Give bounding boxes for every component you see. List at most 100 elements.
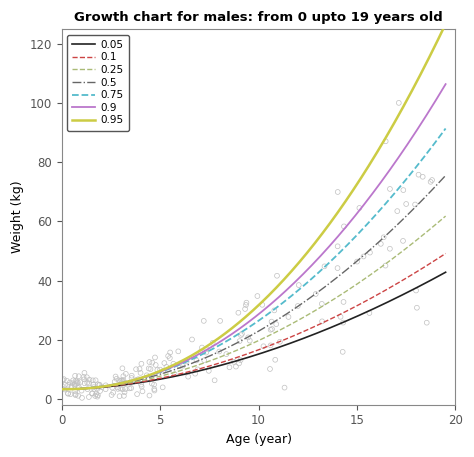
Point <box>235 360 243 367</box>
Point <box>241 305 249 313</box>
Point <box>117 377 124 385</box>
Point <box>61 381 69 388</box>
Point <box>75 383 83 391</box>
Point <box>415 171 422 178</box>
Point <box>285 314 292 321</box>
Point <box>166 355 173 362</box>
Point <box>201 356 208 364</box>
Point <box>193 357 201 364</box>
Point <box>60 376 68 383</box>
Point <box>94 381 101 388</box>
Point <box>209 339 217 346</box>
Point <box>59 377 67 384</box>
Point <box>137 369 145 377</box>
Point <box>114 385 122 393</box>
Point <box>68 383 75 390</box>
Point <box>266 365 274 372</box>
Point <box>339 319 347 326</box>
Point <box>254 292 261 300</box>
Point <box>93 385 101 393</box>
Point <box>69 380 76 387</box>
Point <box>427 178 434 186</box>
Point <box>377 240 384 248</box>
Point <box>380 234 387 241</box>
Point <box>196 348 204 356</box>
Point <box>102 382 109 389</box>
Point <box>118 365 126 372</box>
Point <box>133 390 141 398</box>
Point <box>273 320 280 328</box>
Point <box>184 373 192 380</box>
Point <box>163 363 170 371</box>
Point <box>295 282 302 289</box>
Point <box>122 385 129 393</box>
Point <box>318 318 326 325</box>
Point <box>71 382 79 389</box>
Point <box>109 384 116 391</box>
Point <box>194 366 201 373</box>
Point <box>111 378 118 385</box>
Point <box>340 298 347 306</box>
Point <box>72 392 79 399</box>
Point <box>90 381 97 388</box>
Point <box>393 207 401 215</box>
Point <box>81 369 88 377</box>
Point <box>339 348 346 356</box>
Point <box>312 290 319 298</box>
Point <box>68 383 75 390</box>
Point <box>205 367 212 374</box>
Point <box>83 379 91 386</box>
Point <box>128 372 136 379</box>
Point <box>63 377 71 384</box>
Point <box>400 186 407 194</box>
Point <box>356 204 363 212</box>
Point <box>353 258 361 265</box>
Point <box>92 377 100 384</box>
Point <box>132 377 140 384</box>
Point <box>245 334 252 341</box>
Point <box>202 345 210 353</box>
Point <box>340 223 348 230</box>
Point <box>91 385 98 393</box>
Point <box>271 307 278 314</box>
Point <box>109 389 117 396</box>
Point <box>216 348 223 355</box>
Point <box>137 360 145 367</box>
Point <box>94 392 101 399</box>
Point <box>121 379 129 386</box>
Point <box>71 380 79 388</box>
Point <box>64 381 72 388</box>
Point <box>95 382 103 389</box>
Point <box>76 378 84 386</box>
Point <box>260 343 267 350</box>
Point <box>112 373 119 380</box>
Point <box>72 390 79 398</box>
Legend: 0.05, 0.1, 0.25, 0.5, 0.75, 0.9, 0.95: 0.05, 0.1, 0.25, 0.5, 0.75, 0.9, 0.95 <box>67 35 128 131</box>
Point <box>72 377 80 385</box>
Point <box>159 384 166 391</box>
Point <box>116 377 123 384</box>
Point <box>191 370 199 377</box>
Point <box>81 376 88 383</box>
Point <box>170 360 177 367</box>
Point <box>235 309 242 316</box>
Point <box>80 373 87 381</box>
Point <box>150 381 158 388</box>
Point <box>73 378 81 385</box>
Point <box>267 326 274 334</box>
Point <box>243 299 250 306</box>
Point <box>84 385 91 393</box>
Point <box>200 317 208 324</box>
Point <box>108 391 115 399</box>
Point <box>230 358 238 366</box>
Title: Growth chart for males: from 0 upto 19 years old: Growth chart for males: from 0 upto 19 y… <box>74 11 443 24</box>
Point <box>268 325 276 333</box>
Point <box>78 387 85 394</box>
Point <box>151 354 159 361</box>
Point <box>64 390 72 397</box>
Point <box>128 374 136 382</box>
Point <box>91 392 99 399</box>
Point <box>216 317 224 324</box>
Point <box>146 392 153 399</box>
Point <box>276 338 284 345</box>
